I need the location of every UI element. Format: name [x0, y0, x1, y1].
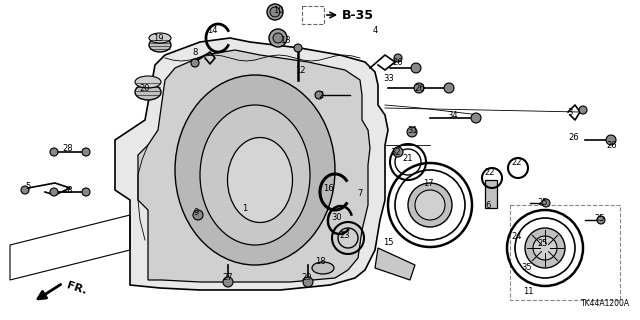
Circle shape	[294, 44, 302, 52]
Text: 34: 34	[448, 110, 458, 119]
Text: 13: 13	[280, 36, 291, 44]
Text: 15: 15	[383, 237, 393, 246]
Circle shape	[303, 277, 313, 287]
Circle shape	[415, 190, 445, 220]
Text: 30: 30	[332, 212, 342, 221]
Circle shape	[269, 29, 287, 47]
Text: 27: 27	[223, 274, 234, 283]
Circle shape	[533, 236, 557, 260]
Circle shape	[414, 83, 424, 93]
Circle shape	[223, 277, 233, 287]
Text: 23: 23	[340, 230, 350, 239]
Text: 5: 5	[26, 181, 31, 190]
Text: 28: 28	[63, 143, 74, 153]
Circle shape	[606, 135, 616, 145]
Text: 26: 26	[607, 140, 618, 149]
Text: 26: 26	[415, 84, 426, 92]
Text: B-35: B-35	[342, 9, 374, 21]
Text: 11: 11	[523, 287, 533, 297]
Circle shape	[597, 216, 605, 224]
Bar	[510, 205, 620, 300]
Text: TK44A1200A: TK44A1200A	[581, 299, 630, 308]
Circle shape	[471, 113, 481, 123]
Text: 2: 2	[318, 91, 324, 100]
Text: 28: 28	[63, 186, 74, 195]
Text: 19: 19	[153, 34, 163, 43]
Circle shape	[394, 54, 402, 62]
Circle shape	[542, 239, 550, 247]
Circle shape	[50, 148, 58, 156]
Text: 26: 26	[393, 58, 403, 67]
Circle shape	[273, 33, 283, 43]
Circle shape	[82, 188, 90, 196]
Ellipse shape	[149, 38, 171, 52]
Text: 25: 25	[538, 238, 548, 247]
Text: 17: 17	[422, 179, 433, 188]
Text: 16: 16	[323, 183, 333, 193]
Text: 22: 22	[484, 167, 495, 177]
Circle shape	[21, 186, 29, 194]
Text: 1: 1	[243, 204, 248, 212]
Text: 25: 25	[595, 213, 605, 222]
Text: 29: 29	[301, 274, 312, 283]
Circle shape	[411, 63, 421, 73]
Text: 14: 14	[207, 26, 217, 35]
Text: 6: 6	[485, 201, 491, 210]
Text: 4: 4	[372, 26, 378, 35]
Text: 35: 35	[522, 262, 532, 271]
Text: 24: 24	[512, 231, 522, 241]
Ellipse shape	[200, 105, 310, 245]
Circle shape	[407, 127, 417, 137]
Text: 22: 22	[512, 157, 522, 166]
Text: 3: 3	[567, 108, 573, 116]
Circle shape	[408, 183, 452, 227]
Polygon shape	[375, 248, 415, 280]
Circle shape	[444, 83, 454, 93]
Text: 32: 32	[390, 148, 401, 156]
Circle shape	[270, 7, 280, 17]
Text: FR.: FR.	[65, 280, 88, 296]
Circle shape	[82, 148, 90, 156]
Ellipse shape	[135, 76, 161, 88]
Circle shape	[267, 4, 283, 20]
Polygon shape	[115, 38, 388, 290]
Circle shape	[393, 147, 403, 157]
Circle shape	[191, 59, 199, 67]
Text: 8: 8	[192, 47, 198, 57]
Text: 31: 31	[408, 125, 419, 134]
Text: 21: 21	[403, 154, 413, 163]
Text: 10: 10	[273, 5, 284, 14]
Circle shape	[315, 91, 323, 99]
Text: 9: 9	[193, 207, 198, 217]
Ellipse shape	[175, 75, 335, 265]
Bar	[302, 6, 324, 24]
Text: 12: 12	[295, 66, 305, 75]
Text: 33: 33	[383, 74, 394, 83]
Ellipse shape	[135, 84, 161, 100]
Bar	[485, 180, 497, 208]
Ellipse shape	[227, 138, 292, 222]
Text: 20: 20	[140, 84, 150, 92]
Circle shape	[542, 199, 550, 207]
Circle shape	[525, 228, 565, 268]
Circle shape	[579, 106, 587, 114]
Text: 25: 25	[538, 197, 548, 206]
Text: 26: 26	[569, 132, 579, 141]
Polygon shape	[138, 50, 370, 282]
Circle shape	[193, 210, 203, 220]
Text: 7: 7	[357, 188, 363, 197]
Ellipse shape	[312, 262, 334, 274]
Ellipse shape	[149, 33, 171, 43]
Text: 18: 18	[315, 258, 325, 267]
Circle shape	[50, 188, 58, 196]
